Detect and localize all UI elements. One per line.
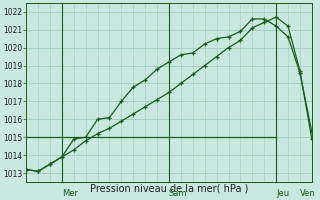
X-axis label: Pression niveau de la mer( hPa ): Pression niveau de la mer( hPa ) <box>90 183 248 193</box>
Text: Jeu: Jeu <box>276 189 289 198</box>
Text: Ven: Ven <box>300 189 316 198</box>
Text: Mer: Mer <box>62 189 78 198</box>
Text: Sam: Sam <box>169 189 188 198</box>
